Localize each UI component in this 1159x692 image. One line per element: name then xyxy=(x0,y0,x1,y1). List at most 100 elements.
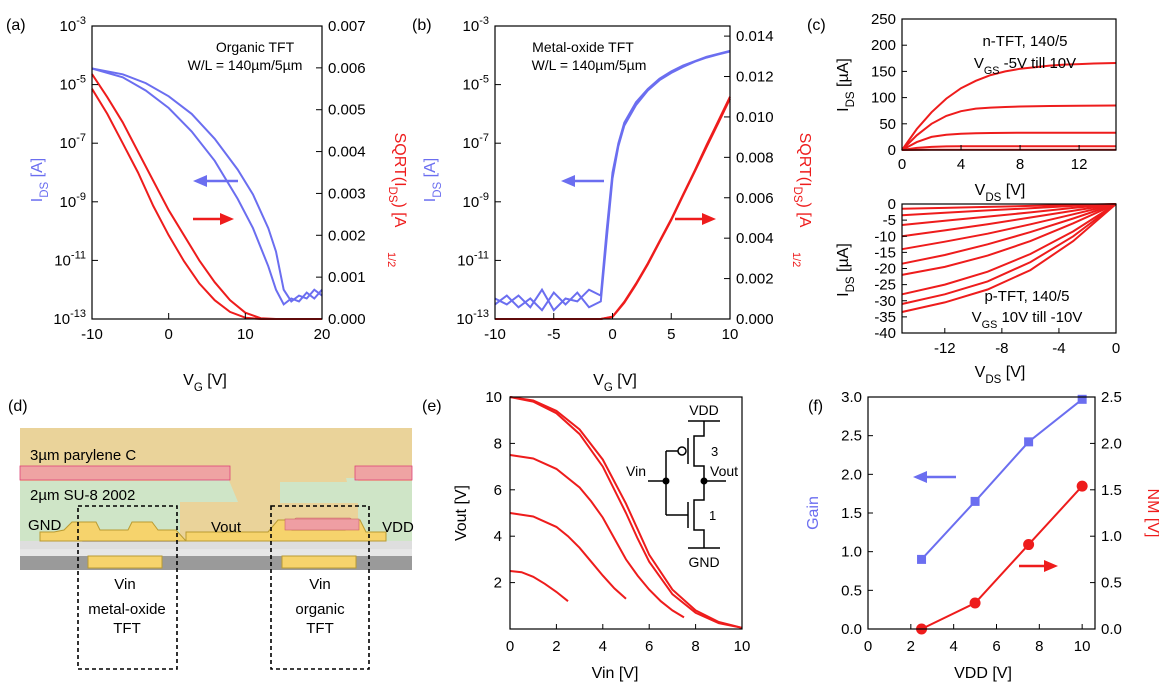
y-axis-label-e: Vout [V] xyxy=(453,485,470,541)
y2-tick-label-f: 0.5 xyxy=(1101,575,1122,592)
marker-gain xyxy=(1024,437,1033,446)
arrow-right-b-head xyxy=(702,213,716,225)
annotation-b-1: Metal-oxide TFT xyxy=(532,39,634,55)
series-a-3 xyxy=(92,89,322,319)
marker-nm xyxy=(1023,539,1034,550)
x-tick-label-c-bottom: -12 xyxy=(934,340,956,357)
y-axis-label-c-top: IDS [µA] xyxy=(835,58,857,112)
tick-base: 10 xyxy=(60,18,77,35)
x-tick-label-b: -5 xyxy=(547,326,560,343)
y-tick-label-c-bottom: -40 xyxy=(874,325,896,342)
y2-tick-label-a: 0.000 xyxy=(328,311,366,328)
y2-tick-label-a: 0.001 xyxy=(328,269,366,286)
series-b-1 xyxy=(495,52,730,311)
panel-c: (c)0501001502002500 4 8 12n-TFT, 140/5VGS -… xyxy=(807,11,1120,386)
annotation-c-bottom-2: VGS 10V till -10V xyxy=(972,309,1083,331)
plot-frame-f xyxy=(868,397,1095,629)
tick-exp: -9 xyxy=(76,191,86,203)
y2-tick-label-f: 0.0 xyxy=(1101,621,1122,638)
y-tick-label-c-bottom: -5 xyxy=(883,212,896,229)
y-tick-label-a: 10-3 xyxy=(60,15,86,35)
y-tick-label-c-bottom: -25 xyxy=(874,277,896,294)
series-e-3 xyxy=(510,513,626,599)
x-tick-label-f: 6 xyxy=(992,638,1000,655)
y2-tick-label-a: 0.005 xyxy=(328,102,366,119)
y-tick-label-b: 10-11 xyxy=(457,249,489,269)
gate-right xyxy=(282,556,356,568)
label-vdd: VDD xyxy=(382,519,414,536)
panel-label-f: (f) xyxy=(808,398,823,415)
label-part: [V] xyxy=(1001,182,1025,199)
su8-slope-left xyxy=(180,478,238,502)
y-tick-label-c-bottom: 0 xyxy=(888,196,896,213)
x-tick-label-e: 8 xyxy=(691,638,699,655)
label-part: V xyxy=(593,372,604,389)
tick-base: 10 xyxy=(457,252,474,269)
tick-base: 10 xyxy=(60,77,77,94)
y-axis-label-b: IDS [A] xyxy=(422,158,444,202)
label-part: ) [A xyxy=(796,203,813,228)
organic-channel xyxy=(285,519,359,530)
y2-tick-label-a: 0.007 xyxy=(328,18,366,35)
y-tick-label-f: 3.0 xyxy=(841,389,862,406)
y2-tick-label-f: 2.0 xyxy=(1101,435,1122,452)
x-tick-label-e: 10 xyxy=(734,638,751,655)
tick-base: 10 xyxy=(54,252,71,269)
schematic-gnd: GND xyxy=(688,554,719,570)
annotation-b-2: W/L = 140µm/5µm xyxy=(532,57,647,73)
y2-tick-label-b: 0.000 xyxy=(736,311,774,328)
panel-label-b: (b) xyxy=(412,17,432,34)
y2-tick-label-b: 0.006 xyxy=(736,190,774,207)
y2-tick-label-f: 2.5 xyxy=(1101,389,1122,406)
y2-axis-exp-b: 1/2 xyxy=(790,252,802,267)
y2-tick-label-f: 1.0 xyxy=(1101,528,1122,545)
label-vout: Vout xyxy=(211,519,242,536)
y-tick-label-e: 2 xyxy=(494,575,502,592)
x-tick-label-e: 6 xyxy=(645,638,653,655)
vin-node xyxy=(663,478,670,485)
y2-axis-label-b: SQRT(IDS) [A xyxy=(791,133,813,228)
layer-label-su8: 2µm SU-8 2002 xyxy=(30,487,135,504)
tick-base: 10 xyxy=(60,194,77,211)
label-sub: GS xyxy=(984,65,1000,77)
marker-nm xyxy=(970,598,981,609)
x-tick-label-b: 0 xyxy=(608,326,616,343)
arrow-right-a-head xyxy=(220,213,234,225)
label-gnd: GND xyxy=(28,517,62,534)
red-layer-right xyxy=(355,466,412,480)
gate-left xyxy=(88,556,162,568)
box-label-right-2: TFT xyxy=(306,620,334,637)
label-sub: DS xyxy=(386,187,398,203)
x-tick-label-c-top: 0 xyxy=(898,156,906,173)
y2-tick-label-b: 0.010 xyxy=(736,109,774,126)
y-tick-label-c-bottom: -20 xyxy=(874,261,896,278)
label-part: V xyxy=(975,182,986,199)
y2-axis-label-a: SQRT(IDS) [A xyxy=(386,133,408,228)
series-e-4 xyxy=(510,571,568,601)
y2-tick-label-a: 0.003 xyxy=(328,185,366,202)
tick-exp: -3 xyxy=(76,15,86,27)
x-tick-label-e: 4 xyxy=(599,638,607,655)
box-label-right-1: organic xyxy=(295,601,345,618)
x-tick-label-b: -10 xyxy=(484,326,506,343)
series-f-1 xyxy=(922,486,1083,629)
tick-exp: -9 xyxy=(479,191,489,203)
marker-nm xyxy=(1077,481,1088,492)
tick-base: 10 xyxy=(463,77,480,94)
marker-gain xyxy=(917,555,926,564)
annotation-c-top-2: VGS -5V till 10V xyxy=(974,55,1076,77)
tick-exp: -11 xyxy=(71,249,86,261)
label-sub: DS xyxy=(39,181,51,197)
x-tick-label-c-top: 4 xyxy=(957,156,965,173)
panel-f: (f)0.00.51.01.52.02.53.00.00.51.01.52.02… xyxy=(805,389,1159,682)
label-part: V xyxy=(975,364,986,381)
y2-axis-label-f: NM [V] xyxy=(1144,489,1159,538)
label-part: V xyxy=(974,55,984,72)
schematic-t3: 3 xyxy=(711,444,718,459)
y-tick-label-a: 10-11 xyxy=(54,249,86,269)
y2-tick-label-a: 0.002 xyxy=(328,227,366,244)
y-axis-label-f: Gain xyxy=(805,496,822,530)
y-tick-label-e: 6 xyxy=(494,482,502,499)
series-c-bottom-4 xyxy=(902,204,1116,249)
